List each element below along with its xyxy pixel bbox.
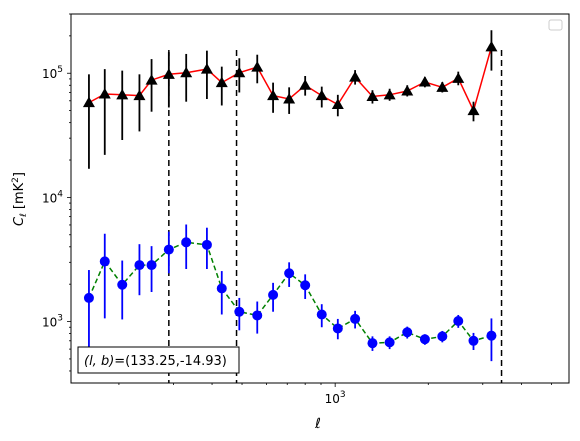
- data-point: [366, 90, 379, 101]
- data-point: [453, 316, 464, 327]
- data-point: [485, 40, 498, 52]
- data-point: [201, 239, 212, 250]
- plot-area: [82, 30, 503, 383]
- data-point: [419, 334, 430, 345]
- data-point: [332, 323, 343, 334]
- data-point: [315, 89, 328, 101]
- data-point: [216, 283, 227, 294]
- data-point: [418, 76, 431, 87]
- data-point: [146, 260, 157, 271]
- data-point: [367, 338, 378, 349]
- data-point: [83, 292, 94, 303]
- data-point: [467, 104, 480, 116]
- data-point: [233, 66, 246, 78]
- data-point: [267, 89, 280, 101]
- data-point: [436, 81, 449, 92]
- data-point: [133, 89, 146, 101]
- data-point: [437, 331, 448, 342]
- y-tick-label: 103: [42, 314, 63, 330]
- y-axis-label: Cℓ [mK2]: [11, 172, 29, 226]
- data-point: [116, 88, 129, 100]
- data-point: [163, 244, 174, 255]
- series-0: [82, 30, 498, 169]
- data-point: [284, 268, 295, 279]
- x-tick-label: 103: [325, 390, 346, 406]
- data-point: [468, 335, 479, 346]
- annotation-box: (l, b)=(133.25,-14.93): [77, 346, 240, 374]
- data-point: [252, 310, 263, 321]
- axes: 103 103 104 105: [42, 13, 552, 406]
- data-point: [82, 96, 95, 108]
- data-point: [331, 98, 344, 110]
- data-point: [349, 71, 362, 82]
- data-point: [215, 76, 228, 88]
- data-point: [181, 237, 192, 248]
- data-point: [383, 88, 396, 100]
- data-point: [145, 74, 158, 85]
- data-point: [99, 256, 110, 267]
- series-1: [83, 224, 497, 362]
- data-point: [402, 327, 413, 338]
- data-point: [234, 306, 245, 317]
- plot-frame: [70, 13, 570, 384]
- data-point: [283, 93, 296, 104]
- annotation-text: (l, b)=(133.25,-14.93): [84, 354, 227, 369]
- data-point: [486, 330, 497, 341]
- data-point: [180, 66, 193, 78]
- y-tick-label: 104: [42, 189, 63, 205]
- data-point: [300, 280, 311, 291]
- data-point: [162, 68, 175, 79]
- data-point: [200, 63, 213, 74]
- data-point: [251, 61, 264, 72]
- legend-box: [548, 19, 563, 31]
- data-point: [316, 309, 327, 320]
- data-point: [117, 279, 128, 290]
- y-tick-label: 105: [42, 65, 63, 81]
- data-point: [299, 79, 312, 90]
- data-point: [452, 72, 465, 83]
- data-point: [384, 337, 395, 348]
- data-point: [98, 88, 111, 99]
- data-point: [268, 289, 279, 300]
- data-point: [350, 313, 361, 324]
- data-point: [134, 260, 145, 271]
- x-axis-label: ℓ: [314, 416, 321, 432]
- data-point: [401, 84, 414, 96]
